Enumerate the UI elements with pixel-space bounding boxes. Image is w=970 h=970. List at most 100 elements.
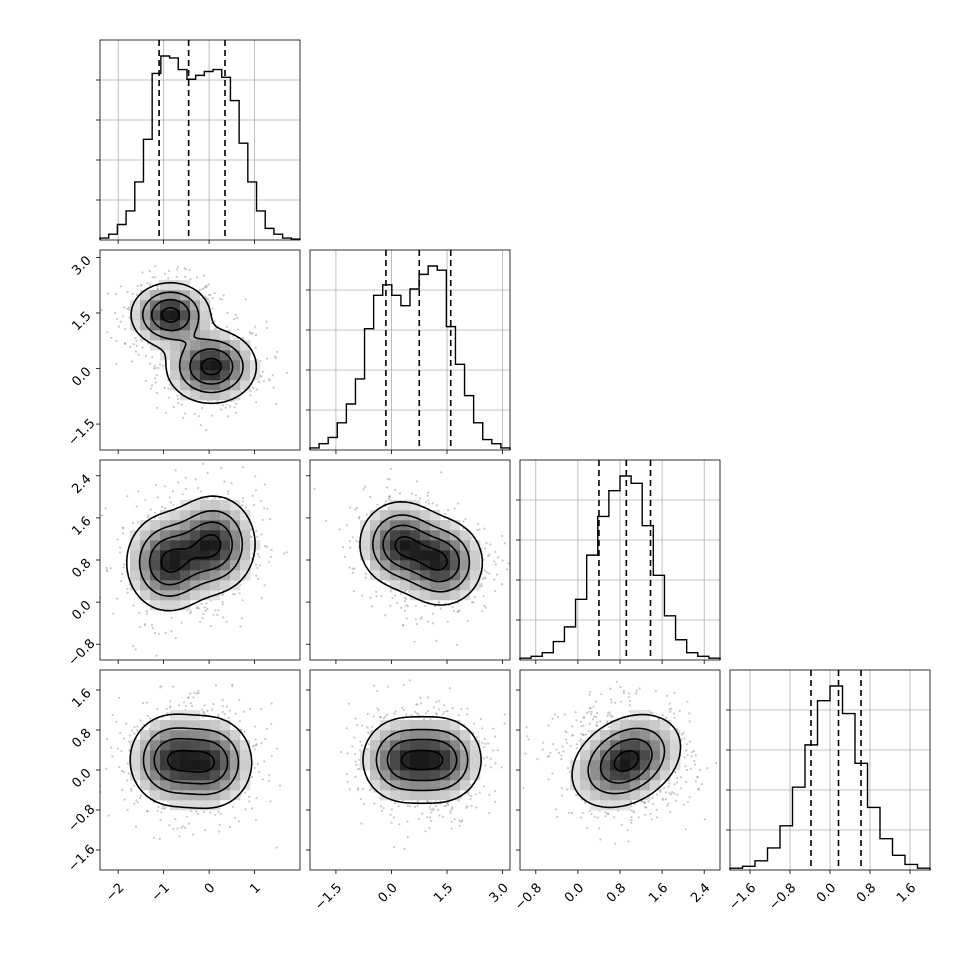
scatter-point bbox=[354, 508, 357, 511]
scatter-point bbox=[181, 493, 184, 496]
scatter-point bbox=[158, 363, 162, 366]
scatter-point bbox=[153, 364, 156, 367]
scatter-point bbox=[367, 747, 370, 751]
scatter-point bbox=[177, 481, 180, 484]
scatter-point bbox=[124, 327, 127, 331]
scatter-point bbox=[404, 604, 408, 607]
density-cell bbox=[230, 510, 241, 521]
scatter-point bbox=[347, 702, 350, 705]
scatter-point bbox=[233, 318, 236, 321]
scatter-point bbox=[406, 605, 409, 608]
density-cell bbox=[210, 360, 221, 371]
density-cell bbox=[200, 570, 211, 581]
density-cell bbox=[180, 540, 191, 551]
scatter-point bbox=[160, 685, 163, 688]
scatter-point bbox=[119, 285, 122, 288]
scatter-point bbox=[134, 337, 137, 340]
density-cell bbox=[240, 530, 251, 541]
scatter-point bbox=[446, 710, 449, 713]
scatter-point bbox=[402, 623, 405, 627]
scatter-point bbox=[106, 570, 109, 573]
scatter-point bbox=[259, 500, 262, 503]
scatter-point bbox=[348, 540, 351, 543]
scatter-point bbox=[163, 272, 167, 275]
scatter-point bbox=[214, 813, 217, 816]
scatter-point bbox=[428, 805, 431, 808]
density-cell bbox=[400, 560, 411, 571]
scatter-point bbox=[458, 819, 461, 822]
scatter-point bbox=[149, 362, 152, 365]
scatter-point bbox=[244, 298, 247, 301]
scatter-point bbox=[253, 748, 256, 751]
scatter-point bbox=[465, 806, 468, 809]
scatter-point bbox=[240, 728, 243, 731]
density-cell bbox=[380, 550, 391, 561]
scatter-point bbox=[373, 790, 376, 793]
scatter-point bbox=[387, 506, 390, 509]
scatter-point bbox=[456, 602, 459, 605]
scatter-point bbox=[416, 804, 419, 807]
scatter-point bbox=[154, 377, 157, 380]
scatter-point bbox=[253, 325, 257, 328]
density-cell bbox=[190, 340, 201, 351]
density-cell bbox=[240, 350, 251, 361]
scatter-point bbox=[460, 708, 463, 711]
scatter-point bbox=[164, 631, 167, 635]
histogram-panel-3 bbox=[726, 669, 931, 871]
density-cell bbox=[240, 360, 251, 371]
density-cell bbox=[140, 570, 151, 581]
scatter-point bbox=[426, 799, 429, 803]
scatter-point bbox=[437, 808, 440, 812]
scatter-point bbox=[128, 749, 131, 752]
density-cell bbox=[410, 560, 421, 571]
scatter-point bbox=[176, 394, 179, 397]
density-cell bbox=[410, 550, 421, 561]
density-cell bbox=[230, 500, 241, 511]
density-cell bbox=[360, 750, 371, 761]
density-cell bbox=[150, 310, 161, 321]
scatter-point bbox=[275, 402, 278, 406]
density-cell bbox=[220, 750, 231, 761]
scatter-point bbox=[223, 712, 226, 716]
density-cell bbox=[240, 520, 251, 531]
scatter-point bbox=[388, 478, 391, 481]
scatter-point bbox=[167, 396, 170, 399]
scatter-point bbox=[126, 591, 129, 594]
scatter-point bbox=[435, 639, 438, 642]
scatter-point bbox=[184, 412, 187, 415]
density-cell bbox=[150, 740, 161, 751]
density-cell bbox=[150, 600, 161, 611]
scatter-point bbox=[461, 819, 464, 822]
scatter-point bbox=[262, 380, 265, 383]
scatter-point bbox=[206, 471, 209, 475]
density-cell bbox=[170, 790, 181, 801]
density-cell bbox=[380, 790, 391, 801]
scatter-point bbox=[122, 770, 125, 774]
density-cell bbox=[240, 380, 251, 391]
scatter-point bbox=[375, 590, 378, 593]
scatter-point bbox=[348, 788, 351, 791]
scatter-point bbox=[475, 806, 478, 809]
scatter-point bbox=[403, 589, 406, 593]
scatter-point bbox=[241, 504, 244, 507]
scatter-point bbox=[275, 846, 278, 849]
density-cell bbox=[180, 720, 191, 731]
density-cell bbox=[150, 550, 161, 561]
scatter-point bbox=[363, 485, 366, 488]
scatter-point bbox=[225, 620, 228, 623]
scatter-point bbox=[419, 497, 422, 500]
scatter-point bbox=[184, 704, 188, 708]
scatter-point bbox=[410, 714, 413, 717]
scatter-point bbox=[493, 560, 496, 563]
scatter-point bbox=[222, 616, 225, 619]
density-cell bbox=[130, 580, 141, 591]
scatter-point bbox=[242, 337, 245, 340]
histogram-steps-0 bbox=[99, 55, 301, 240]
scatter-point bbox=[168, 706, 172, 709]
scatter-point bbox=[190, 704, 194, 708]
scatter-point bbox=[313, 487, 316, 490]
scatter-point bbox=[156, 496, 159, 499]
scatter-point bbox=[127, 772, 130, 775]
density-cell bbox=[240, 340, 251, 351]
density-cell bbox=[460, 580, 471, 591]
